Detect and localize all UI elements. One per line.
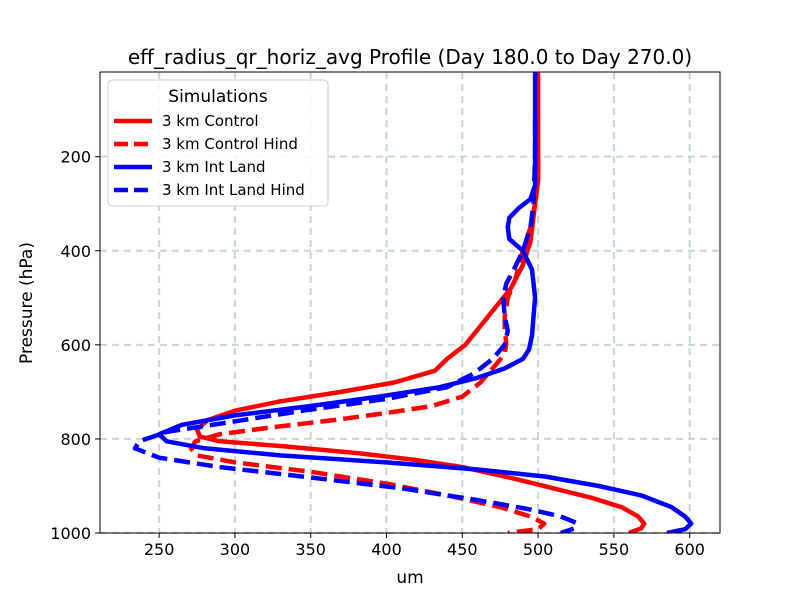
series-line-3-km-int-land-hind bbox=[132, 119, 579, 533]
series-line-3-km-control bbox=[194, 72, 647, 533]
x-tick-label: 600 bbox=[674, 540, 705, 559]
legend-label-3-km-control: 3 km Control bbox=[162, 112, 259, 130]
legend-label-3-km-int-land: 3 km Int Land bbox=[162, 158, 266, 176]
legend-title: Simulations bbox=[168, 87, 268, 107]
x-tick-label: 350 bbox=[295, 540, 326, 559]
y-axis-label: Pressure (hPa) bbox=[17, 242, 37, 364]
series-layer bbox=[132, 72, 694, 533]
y-tick-label: 400 bbox=[60, 242, 91, 261]
x-tick-label: 250 bbox=[144, 540, 175, 559]
y-tick-label: 200 bbox=[60, 148, 91, 167]
legend-box bbox=[107, 79, 329, 207]
x-tick-label: 300 bbox=[220, 540, 251, 559]
series-line-3-km-control-hind bbox=[188, 156, 547, 533]
plot-frame bbox=[99, 71, 721, 534]
legend: Simulations 3 km Control 3 km Control Hin… bbox=[107, 79, 329, 207]
legend-items: 3 km Control 3 km Control Hind 3 km Int La… bbox=[114, 112, 305, 199]
y-tick-label: 600 bbox=[60, 336, 91, 355]
chart-title: eff_radius_qr_horiz_avg Profile (Day 180… bbox=[128, 45, 692, 69]
y-axis: 200 400 600 800 1000 bbox=[50, 148, 100, 543]
x-tick-label: 400 bbox=[371, 540, 402, 559]
legend-label-3-km-control-hind: 3 km Control Hind bbox=[162, 135, 298, 153]
y-tick-label: 1000 bbox=[50, 524, 91, 543]
x-tick-label: 550 bbox=[599, 540, 630, 559]
y-tick-label: 800 bbox=[60, 430, 91, 449]
x-axis-label: um bbox=[396, 568, 423, 588]
x-axis: 250 300 350 400 450 500 550 600 bbox=[144, 533, 705, 559]
x-tick-label: 500 bbox=[523, 540, 554, 559]
x-tick-label: 450 bbox=[447, 540, 478, 559]
legend-label-3-km-int-land-hind: 3 km Int Land Hind bbox=[162, 181, 305, 199]
